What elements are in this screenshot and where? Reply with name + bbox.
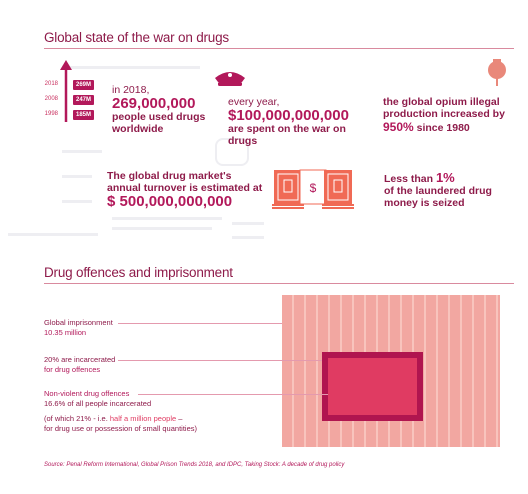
label-value: 16.6% of all people incarcerated (44, 398, 152, 408)
stat-text: annual turnover is estimated at (107, 182, 263, 194)
leader-line (138, 394, 328, 395)
stat-value: $100,000,000,000 (228, 107, 349, 124)
stat-intro: in 2018, (112, 84, 150, 96)
stat-intro: every year, (228, 96, 280, 108)
year-value-badge: 185M (73, 110, 95, 120)
stat-text: since 1980 (413, 122, 470, 134)
year-label: 2018 (44, 81, 58, 87)
stat-drug-market: The global drug market's annual turnover… (107, 170, 267, 209)
leader-line (118, 323, 282, 324)
ghost-line (112, 227, 212, 230)
non-violent-offences-box (328, 358, 417, 415)
label-global-imprisonment: Global imprisonment 10.35 million (44, 318, 113, 337)
label-note: (of which 21% - i.e. half a million peop… (44, 414, 274, 433)
stat-money-seized: Less than 1% of the laundered drug money… (384, 170, 514, 209)
svg-text:$: $ (310, 181, 317, 195)
stat-text: worldwide (112, 123, 164, 135)
year-value-badge: 247M (73, 95, 95, 105)
section-title-imprisonment: Drug offences and imprisonment (44, 265, 233, 280)
stat-value: $ 500,000,000,000 (107, 193, 233, 210)
ghost-line (62, 150, 102, 153)
stat-opium-production: the global opium illegal production incr… (383, 96, 518, 135)
stat-text: money is seized (384, 197, 465, 209)
label-text: Non-violent drug offences (44, 389, 130, 398)
up-arrow-icon (60, 60, 72, 122)
stat-war-spending: every year, $100,000,000,000 are spent o… (228, 96, 368, 147)
stat-text: The global drug market's (107, 170, 232, 182)
stat-value: 269,000,000 (112, 95, 196, 112)
leader-line (118, 360, 322, 361)
money-stack-icon: $ (272, 169, 354, 209)
ghost-icon (215, 138, 249, 166)
label-value: for drug offences (44, 364, 101, 374)
stat-value: 950% (383, 120, 414, 134)
stat-text: Less than (384, 173, 436, 185)
ghost-line (70, 66, 200, 69)
poppy-pod-icon (488, 59, 506, 86)
stat-text: production increased by (383, 108, 505, 120)
section-title-war-on-drugs: Global state of the war on drugs (44, 30, 229, 45)
section-divider (44, 48, 514, 49)
note-text: (of which 21% - i.e. (44, 414, 110, 423)
ghost-line (8, 233, 98, 236)
ghost-line (232, 236, 264, 239)
label-incarcerated-drugs: 20% are incarcerated for drug offences (44, 355, 115, 374)
year-value-badge: 269M (73, 80, 95, 90)
stat-text: are spent on the war on drugs (228, 123, 346, 147)
section-divider (44, 283, 514, 284)
label-text: Global imprisonment (44, 318, 113, 327)
stat-text: people used drugs (112, 111, 206, 123)
stat-value: 1% (435, 170, 455, 185)
note-text: for drug use or possession of small quan… (44, 423, 197, 433)
year-label: 2008 (44, 96, 58, 102)
police-cap-icon (215, 72, 245, 86)
year-label: 1998 (44, 111, 58, 117)
source-footnote: Source: Penal Reform International, Glob… (44, 462, 345, 468)
stat-drug-users: in 2018, 269,000,000 people used drugs w… (112, 84, 222, 135)
label-text: 20% are incarcerated (44, 355, 116, 364)
note-text: – (176, 414, 183, 423)
note-highlight: half a million people (109, 414, 177, 423)
ghost-line (112, 217, 222, 220)
stat-text: of the laundered drug (384, 185, 492, 197)
label-non-violent: Non-violent drug offences 16.6% of all p… (44, 389, 151, 408)
ghost-line (232, 222, 264, 225)
ghost-line (62, 175, 92, 178)
stat-text: the global opium illegal (383, 96, 500, 108)
label-value: 10.35 million (44, 327, 87, 337)
ghost-line (62, 200, 92, 203)
